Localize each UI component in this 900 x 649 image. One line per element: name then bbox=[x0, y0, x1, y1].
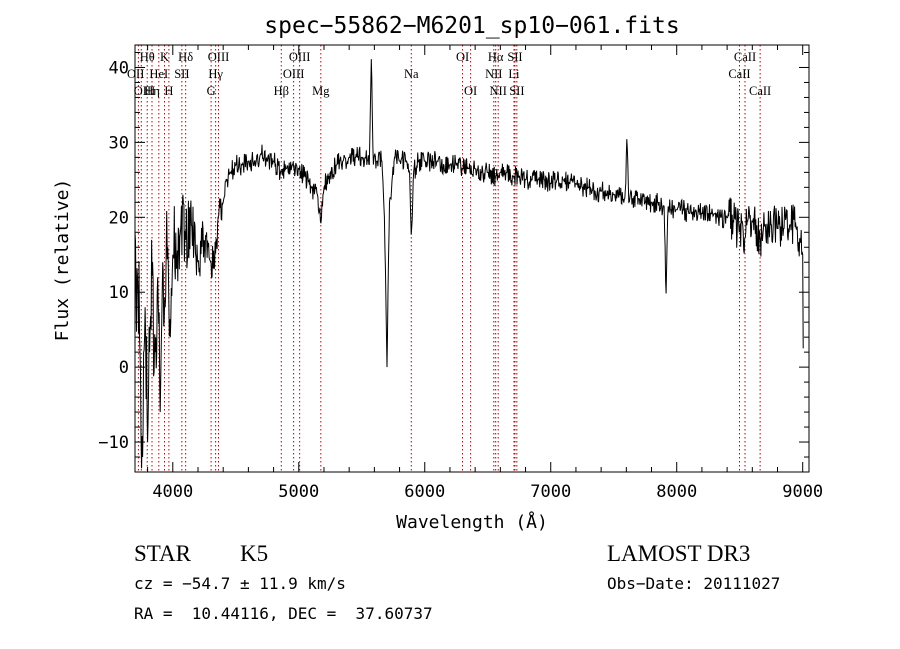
x-axis-label: Wavelength (Å) bbox=[396, 511, 548, 533]
line-label-sii: SII bbox=[174, 67, 189, 81]
survey-name: LAMOST DR3 bbox=[607, 541, 750, 566]
line-label-na: Na bbox=[404, 67, 419, 81]
line-label-nii: NII bbox=[485, 67, 502, 81]
line-label-oiii: OIII bbox=[289, 50, 311, 64]
y-tick-label: 0 bbox=[119, 358, 129, 378]
y-tick-label: 20 bbox=[109, 208, 129, 228]
spectrum-series bbox=[134, 59, 804, 469]
y-tick-label: 30 bbox=[109, 133, 129, 153]
line-label-hα: Hα bbox=[488, 50, 504, 64]
plot-frame bbox=[134, 44, 810, 473]
object-subclass: K5 bbox=[240, 541, 268, 566]
line-label-sii: SII bbox=[509, 84, 524, 98]
line-label-oiii: OIII bbox=[134, 84, 156, 98]
line-label-oi: OI bbox=[464, 84, 477, 98]
spectral-line-labels: OIIOIIIHθHηHeIKHSIIHδGHγOIIIHβOIIIOIIIMg… bbox=[127, 50, 771, 98]
line-label-caii: CaII bbox=[749, 84, 771, 98]
line-label-mg: Mg bbox=[312, 84, 330, 98]
chart-title: spec−55862−M6201_sp10−061.fits bbox=[264, 13, 679, 39]
line-label-nii: NII bbox=[490, 84, 507, 98]
y-tick-label: 10 bbox=[109, 283, 129, 303]
object-class: STAR bbox=[134, 541, 192, 566]
line-label-oii: OII bbox=[127, 67, 144, 81]
line-label-hei: HeI bbox=[149, 67, 168, 81]
x-tick-label: 4000 bbox=[152, 482, 193, 502]
line-label-caii: CaII bbox=[734, 50, 756, 64]
x-axis-ticks: 4000 5000 6000 7000 8000 9000 bbox=[147, 45, 823, 502]
spectrum-line bbox=[134, 59, 804, 469]
redshift-value: cz = −54.7 ± 11.9 km/s bbox=[134, 574, 346, 593]
x-tick-label: 7000 bbox=[530, 482, 571, 502]
line-label-hγ: Hγ bbox=[208, 67, 223, 81]
line-label-hδ: Hδ bbox=[178, 50, 193, 64]
x-tick-label: 6000 bbox=[404, 482, 445, 502]
x-tick-label: 8000 bbox=[656, 482, 697, 502]
x-tick-label: 9000 bbox=[782, 482, 823, 502]
y-tick-label: −10 bbox=[98, 433, 129, 453]
line-label-sii: SII bbox=[507, 50, 522, 64]
line-label-oiii: OIII bbox=[208, 50, 230, 64]
line-label-oiii: OIII bbox=[283, 67, 305, 81]
line-label-k: K bbox=[160, 50, 169, 64]
line-label-caii: CaII bbox=[728, 67, 750, 81]
line-label-oi: OI bbox=[456, 50, 469, 64]
line-label-g: G bbox=[207, 84, 216, 98]
line-label-hθ: Hθ bbox=[140, 50, 155, 64]
y-tick-label: 40 bbox=[109, 58, 129, 78]
x-tick-label: 5000 bbox=[278, 482, 319, 502]
line-label-li: Li bbox=[508, 67, 520, 81]
y-axis-ticks: −10 0 10 20 30 40 bbox=[98, 51, 809, 458]
coordinates: RA = 10.44116, DEC = 37.60737 bbox=[134, 604, 433, 623]
line-label-hη: Hη bbox=[144, 84, 160, 98]
line-label-h: H bbox=[164, 84, 173, 98]
obs-date: Obs−Date: 20111027 bbox=[607, 574, 780, 593]
line-label-hβ: Hβ bbox=[274, 84, 289, 98]
y-axis-label: Flux (relative) bbox=[52, 179, 73, 342]
